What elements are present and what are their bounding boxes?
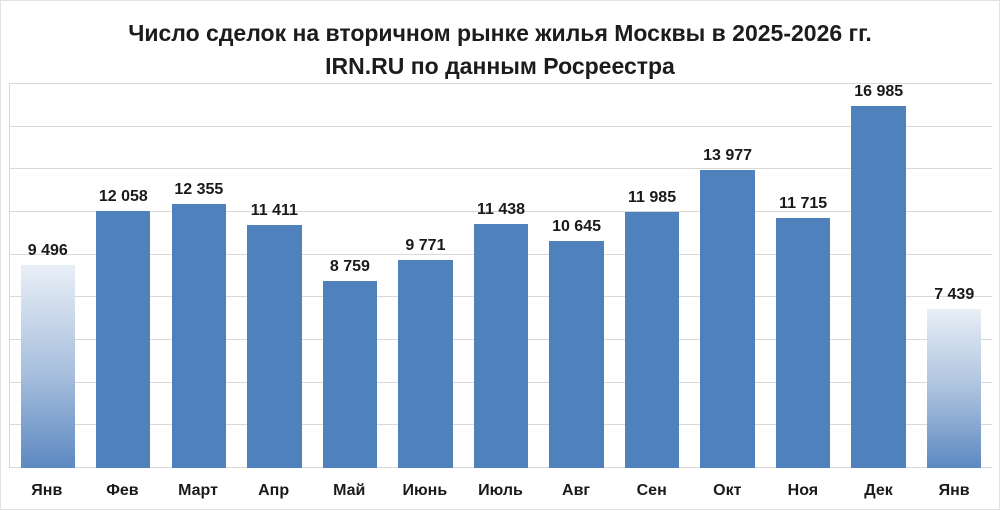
bar-value-label: 9 496	[27, 242, 68, 260]
bar-value-label: 11 715	[779, 195, 828, 213]
bar-апр-3	[247, 224, 302, 468]
bar-value-label: 10 645	[552, 217, 601, 235]
gridline	[9, 125, 992, 127]
bar-март-2	[171, 204, 227, 468]
bar-value-label: 12 058	[98, 187, 148, 205]
plot-area: 9 496 12 058 12 355 11 411 8 759 9 771 11 438 1…	[9, 82, 992, 468]
gridline	[9, 211, 992, 212]
x-axis-label-8: Сен	[636, 482, 667, 499]
bar-value-label: 8 759	[329, 258, 370, 276]
x-axis-label-7: Авг	[562, 482, 591, 499]
bar-value-label: 11 985	[628, 189, 677, 207]
bar-value-label: 11 438	[476, 201, 526, 218]
x-axis-label-12: Янв	[938, 482, 970, 499]
chart-title-line2: IRN.RU по данным Росреестра	[325, 53, 675, 79]
bar-янв-12	[927, 309, 982, 468]
bar-value-label: 13 977	[703, 146, 753, 164]
x-axis-label-9: Окт	[713, 482, 742, 499]
x-axis-label-1: Фев	[106, 482, 139, 499]
bar-ноя-10	[775, 218, 831, 468]
bar-май-4	[322, 281, 378, 468]
bar-value-label: 9 771	[405, 236, 446, 254]
bar-value-label: 11 411	[250, 201, 298, 219]
bar-value-label: 12 355	[174, 181, 224, 199]
x-axis-label-2: Март	[178, 482, 218, 499]
bar-value-label: 7 439	[934, 286, 975, 304]
bar-окт-9	[700, 169, 755, 468]
bar-дек-11	[851, 105, 906, 468]
x-axis-label-5: Июнь	[402, 482, 448, 499]
x-axis-labels: Янв Фев Март Апр Май Июнь Июль Авг Сен Окт Ноя Дек Я…	[9, 478, 992, 504]
chart-title-line1: Число сделок на вторичном рынке жилья Мо…	[128, 20, 872, 46]
x-axis-label-11: Дек	[864, 482, 893, 499]
bar-янв-0	[20, 265, 75, 468]
bar-июль-6	[473, 224, 529, 468]
bar-июнь-5	[398, 259, 453, 468]
chart-title: Число сделок на вторичном рынке жилья Мо…	[1, 17, 999, 83]
bar-фев-1	[96, 210, 151, 468]
bar-value-label: 16 985	[854, 82, 904, 100]
gridline	[9, 83, 992, 84]
x-axis-label-3: Апр	[258, 482, 290, 499]
bar-сен-8	[624, 212, 680, 468]
bar-авг-7	[549, 240, 604, 468]
x-axis-label-10: Ноя	[787, 482, 819, 499]
x-axis-label-0: Янв	[31, 482, 63, 499]
gridline	[9, 168, 992, 170]
x-axis-label-4: Май	[333, 482, 366, 499]
x-axis-label-6: Июль	[478, 482, 523, 499]
